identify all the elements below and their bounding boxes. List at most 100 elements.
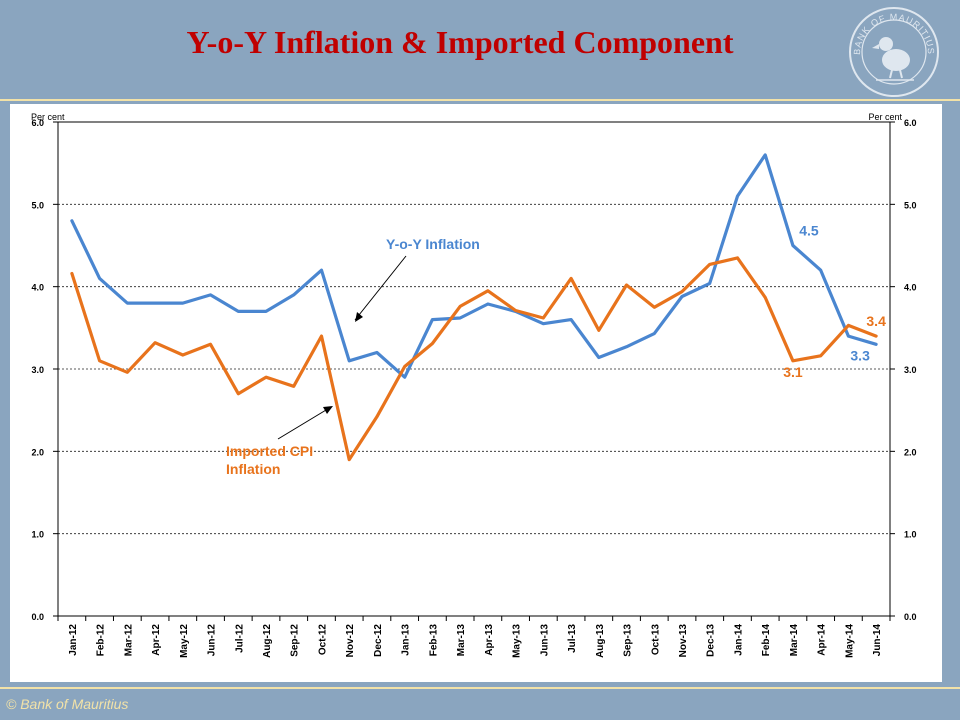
x-tick-label: Jul-12 [234, 624, 245, 653]
data-point [459, 316, 462, 319]
x-tick-label: Nov-12 [345, 624, 356, 658]
x-tick-label: Apr-14 [817, 624, 828, 656]
data-point [181, 353, 184, 356]
data-point [403, 365, 406, 368]
y-tick-label-left: 1.0 [31, 530, 44, 540]
data-point [375, 351, 378, 354]
x-tick-label: May-14 [844, 624, 855, 658]
data-point [542, 316, 545, 319]
bank-seal-logo: BANK OF MAURITIUS [849, 7, 939, 97]
x-tick-label: Jan-12 [68, 624, 79, 656]
data-point [348, 458, 351, 461]
x-tick-label: Apr-13 [484, 624, 495, 656]
y-tick-label-left: 3.0 [31, 365, 44, 375]
data-point [569, 277, 572, 280]
series-line-yoy-inflation [70, 153, 878, 379]
annotation-yoy-inflation: Y-o-Y Inflation [386, 236, 480, 252]
data-label: 3.1 [783, 364, 803, 380]
data-point [847, 334, 850, 337]
data-point [542, 322, 545, 325]
data-point [181, 302, 184, 305]
x-tick-label: Mar-12 [123, 624, 134, 657]
data-point [625, 283, 628, 286]
page-title: Y-o-Y Inflation & Imported Component [186, 24, 734, 60]
data-point [569, 318, 572, 321]
data-point [237, 310, 240, 313]
y-tick-label-right: 0.0 [904, 612, 917, 622]
data-point [98, 359, 101, 362]
x-tick-label: Jan-13 [401, 624, 412, 656]
data-point [625, 345, 628, 348]
data-point [126, 371, 129, 374]
data-point [736, 256, 739, 259]
data-point [320, 269, 323, 272]
data-point [264, 310, 267, 313]
data-point [875, 334, 878, 337]
data-point [320, 334, 323, 337]
y-tick-label-left: 5.0 [31, 200, 44, 210]
y-tick-label-right: 4.0 [904, 283, 917, 293]
inflation-line-chart: 0.0 0.0 1.0 1.0 2.0 2.0 3.0 3.0 4.0 4.0 5.0 5.0 6.0 6… [31, 112, 917, 658]
data-point [708, 282, 711, 285]
data-point [264, 376, 267, 379]
data-point [375, 415, 378, 418]
data-point [292, 293, 295, 296]
footer-divider [0, 687, 960, 689]
data-point [653, 332, 656, 335]
data-point [514, 309, 517, 312]
data-point [70, 219, 73, 222]
data-point [348, 359, 351, 362]
data-point [680, 295, 683, 298]
y-tick-label-left: 2.0 [31, 447, 44, 457]
data-point [764, 296, 767, 299]
x-tick-label: Jan-14 [733, 624, 744, 656]
data-point [791, 244, 794, 247]
x-tick-label: Mar-14 [789, 624, 800, 657]
data-point [597, 329, 600, 332]
data-point [708, 263, 711, 266]
data-point [597, 356, 600, 359]
x-tick-label: Jun-14 [872, 624, 883, 657]
data-point [791, 359, 794, 362]
y-axis-title-left: Per cent [31, 112, 65, 122]
y-tick-label-left: 4.0 [31, 283, 44, 293]
x-tick-label: Oct-13 [650, 624, 661, 656]
x-tick-label: Sep-13 [623, 624, 634, 657]
x-tick-label: Apr-12 [151, 624, 162, 656]
data-point [209, 293, 212, 296]
data-point [431, 342, 434, 345]
x-tick-label: Mar-13 [456, 624, 467, 657]
x-tick-label: May-12 [179, 624, 190, 658]
data-point [209, 343, 212, 346]
x-tick-label: Dec-12 [373, 624, 384, 657]
data-point [153, 341, 156, 344]
x-tick-label: May-13 [512, 624, 523, 658]
data-label: 4.5 [799, 223, 819, 239]
annotation-imported-cpi: Inflation [226, 461, 280, 477]
x-tick-label: Feb-12 [96, 624, 107, 657]
x-tick-label: Aug-13 [595, 624, 606, 658]
data-point [486, 289, 489, 292]
y-tick-label-right: 2.0 [904, 447, 917, 457]
header-divider [0, 99, 960, 101]
data-point [403, 376, 406, 379]
x-tick-label: Nov-13 [678, 624, 689, 658]
x-tick-label: Jun-13 [539, 624, 550, 657]
y-tick-label-right: 5.0 [904, 200, 917, 210]
data-point [237, 392, 240, 395]
y-tick-label-left: 0.0 [31, 612, 44, 622]
x-tick-label: Feb-14 [761, 624, 772, 657]
data-point [736, 195, 739, 198]
data-point [126, 302, 129, 305]
annotation-arrow-line [277, 406, 332, 440]
data-label: 3.3 [850, 347, 870, 363]
x-tick-label: Dec-13 [706, 624, 717, 657]
data-point [70, 272, 73, 275]
x-tick-label: Feb-13 [428, 624, 439, 657]
series-line-imported-cpi-inflation [70, 256, 878, 462]
copyright-footer: © Bank of Mauritius [6, 696, 129, 712]
y-tick-label-right: 1.0 [904, 530, 917, 540]
annotation-arrow-head [323, 406, 333, 414]
y-tick-label-left: 6.0 [31, 118, 44, 128]
x-tick-label: Aug-12 [262, 624, 273, 658]
